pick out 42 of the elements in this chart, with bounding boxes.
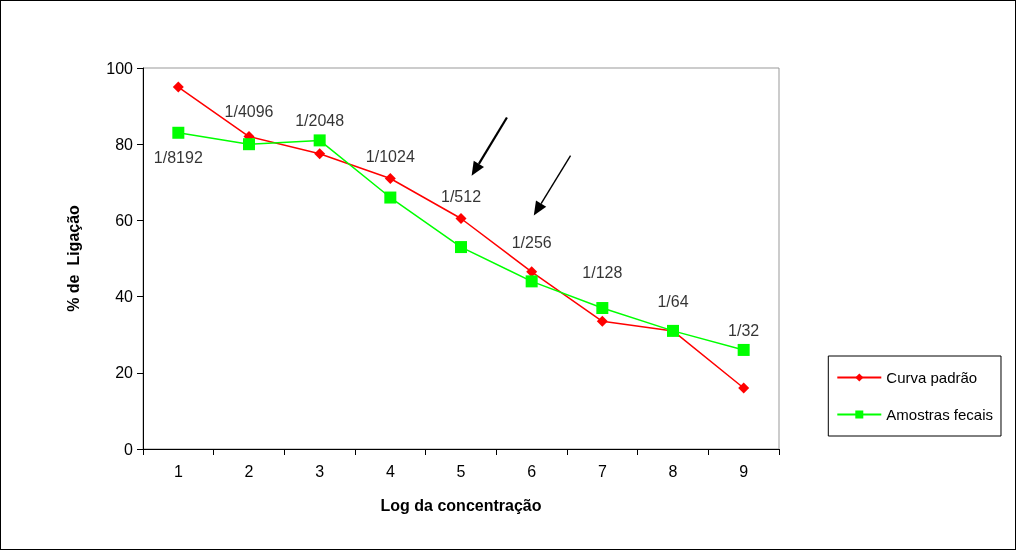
annotation: 1/1024	[365, 147, 415, 165]
y-axis-title: % de Ligação	[64, 204, 82, 312]
x-tick-label: 4	[385, 462, 395, 480]
point	[243, 138, 255, 151]
annotation: 1/2048	[295, 111, 345, 129]
point	[525, 275, 538, 288]
annotation: 1/32	[728, 322, 760, 340]
point	[313, 134, 326, 147]
annotation: 1/512	[440, 187, 482, 205]
annotation: 1/64	[657, 293, 689, 311]
annotation: 1/8192	[153, 149, 203, 167]
y-tick-label: 100	[106, 59, 134, 77]
y-tick-label: 40	[115, 288, 134, 306]
x-tick-label: 6	[527, 462, 537, 480]
point	[596, 315, 608, 327]
x-tick-label: 2	[244, 462, 254, 480]
y-tick-label: 0	[124, 440, 134, 458]
y-tick-label: 80	[115, 135, 134, 153]
x-tick-label: 5	[456, 462, 466, 480]
y-tick-label: 20	[115, 364, 134, 382]
point	[314, 148, 326, 160]
annotation: 1/128	[582, 263, 623, 281]
annotation: 1/256	[511, 234, 552, 252]
point	[172, 126, 185, 139]
point	[738, 382, 750, 394]
x-tick-label: 7	[597, 462, 607, 480]
y-tick-label: 60	[115, 211, 134, 229]
point	[455, 212, 467, 224]
point	[596, 302, 609, 315]
x-tick-label: 9	[739, 462, 749, 480]
point	[455, 241, 467, 254]
legend-label: Amostras fecais	[886, 406, 993, 423]
x-axis-title: Log da concentração	[380, 496, 542, 514]
annotation: 1/4096	[224, 103, 274, 121]
point	[384, 172, 396, 184]
x-tick-label: 3	[315, 462, 325, 480]
point	[384, 191, 397, 204]
legend-label: Curva padrão	[886, 369, 978, 386]
point	[737, 343, 750, 356]
x-tick-label: 8	[668, 462, 678, 480]
point	[172, 81, 184, 93]
x-tick-label: 1	[173, 462, 183, 480]
